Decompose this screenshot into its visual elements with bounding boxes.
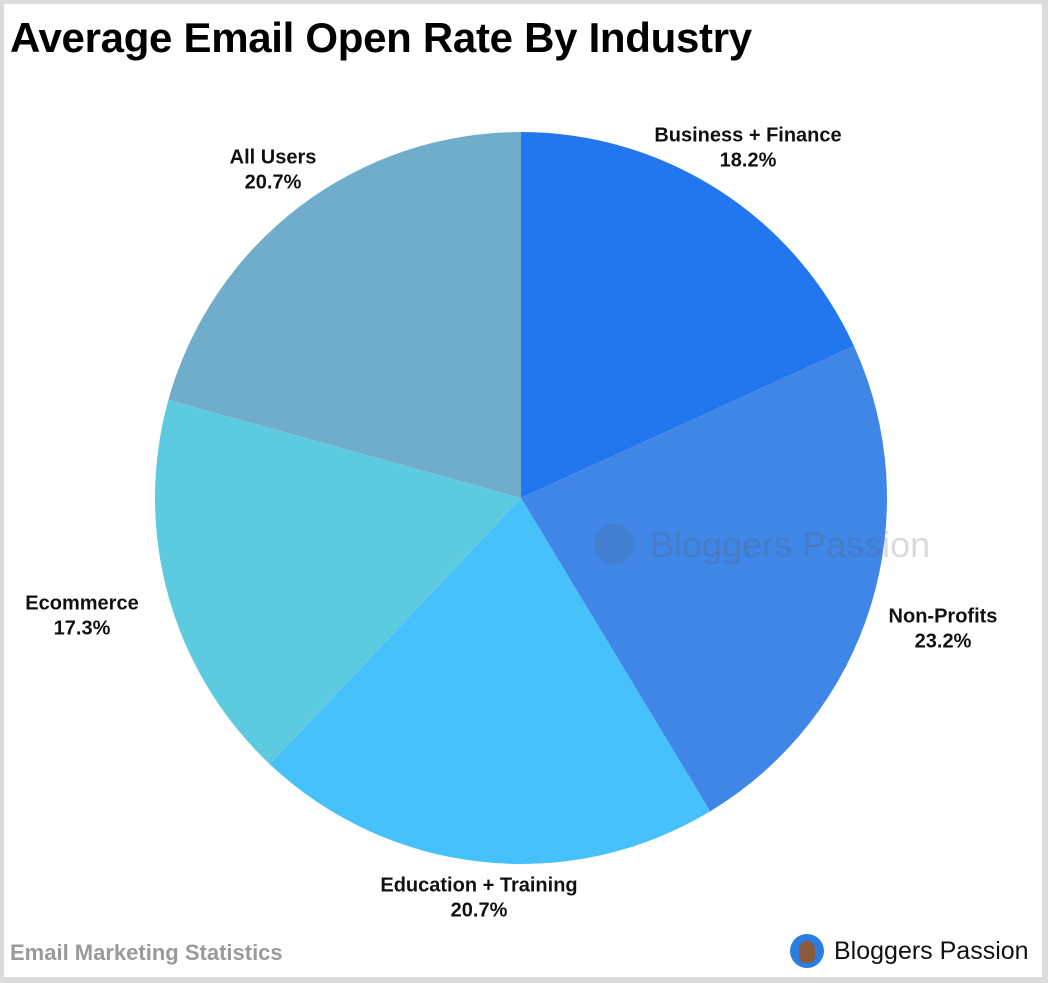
pie-slice xyxy=(168,132,521,498)
brand-logo: Bloggers Passion xyxy=(790,934,1029,968)
slice-value-label: 20.7% xyxy=(451,899,508,921)
pie-slice xyxy=(269,498,711,865)
pie-slice xyxy=(521,132,854,498)
source-label: Email Marketing Statistics xyxy=(10,940,283,965)
slice-value-label: 18.2% xyxy=(720,149,777,171)
pie-slice xyxy=(154,399,521,765)
slice-category-label: All Users xyxy=(230,146,317,168)
slice-value-label: 23.2% xyxy=(915,630,972,652)
slice-category-label: Ecommerce xyxy=(25,592,138,614)
slice-category-label: Education + Training xyxy=(380,874,577,896)
slice-value-label: 20.7% xyxy=(245,171,302,193)
chart-title: Average Email Open Rate By Industry xyxy=(10,14,752,61)
avatar xyxy=(790,934,824,968)
watermark-avatar-icon xyxy=(594,524,634,564)
slice-category-label: Business + Finance xyxy=(654,124,841,146)
slice-category-label: Non-Profits xyxy=(889,605,998,627)
watermark: Bloggers Passion xyxy=(650,524,930,565)
slice-value-label: 17.3% xyxy=(54,617,111,639)
brand-name: Bloggers Passion xyxy=(834,936,1029,965)
pie-slice xyxy=(521,345,887,812)
